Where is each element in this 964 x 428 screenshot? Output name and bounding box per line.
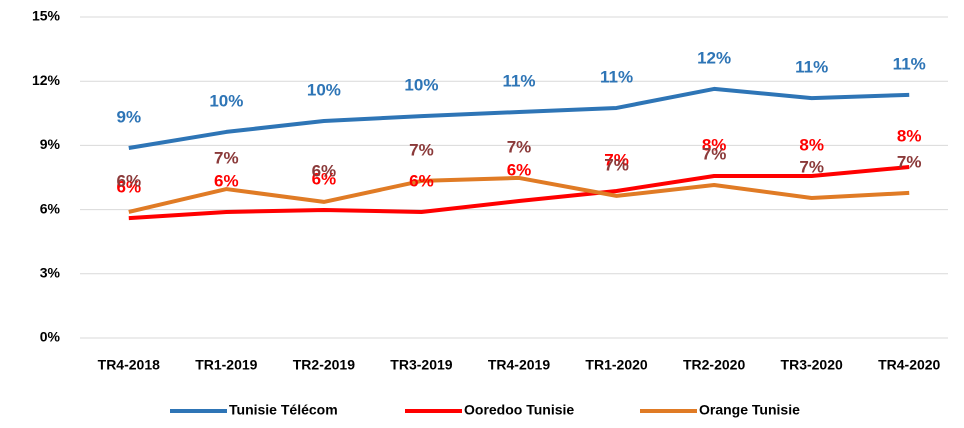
data-label: 8% bbox=[897, 126, 922, 145]
data-label: 11% bbox=[502, 72, 535, 91]
data-label: 9% bbox=[116, 107, 141, 126]
x-tick-label: TR4-2020 bbox=[878, 357, 940, 373]
series-line bbox=[128, 86, 910, 150]
data-label: 6% bbox=[409, 171, 434, 190]
data-label: 10% bbox=[209, 91, 243, 110]
data-label: 6% bbox=[312, 170, 337, 189]
x-tick-label: TR1-2020 bbox=[585, 357, 647, 373]
y-tick-label: 9% bbox=[40, 136, 61, 152]
data-label: 6% bbox=[214, 171, 239, 190]
x-tick-label: TR2-2020 bbox=[683, 357, 745, 373]
y-tick-label: 12% bbox=[32, 72, 61, 88]
data-label: 10% bbox=[307, 80, 341, 99]
y-tick-label: 15% bbox=[32, 8, 61, 24]
data-label: 7% bbox=[409, 140, 434, 159]
y-tick-label: 6% bbox=[40, 200, 61, 216]
x-tick-label: TR1-2019 bbox=[195, 357, 257, 373]
data-label: 8% bbox=[702, 135, 727, 154]
x-tick-label: TR3-2020 bbox=[781, 357, 843, 373]
data-label: 6% bbox=[116, 178, 141, 197]
legend-label: Tunisie Télécom bbox=[229, 402, 338, 418]
data-label: 8% bbox=[799, 135, 824, 154]
x-tick-label: TR4-2019 bbox=[488, 357, 550, 373]
data-label: 12% bbox=[697, 48, 731, 67]
data-label: 7% bbox=[214, 149, 239, 168]
data-label: 7% bbox=[702, 144, 727, 163]
legend-label: Orange Tunisie bbox=[699, 402, 800, 418]
data-label: 11% bbox=[600, 67, 633, 86]
data-label: 7% bbox=[604, 150, 629, 169]
data-label: 6% bbox=[312, 161, 337, 180]
data-label: 7% bbox=[604, 155, 629, 174]
data-label: 7% bbox=[799, 158, 824, 177]
y-tick-label: 3% bbox=[40, 265, 61, 281]
legend-label: Ooredoo Tunisie bbox=[464, 402, 574, 418]
x-tick-label: TR4-2018 bbox=[98, 357, 160, 373]
data-label: 11% bbox=[795, 58, 828, 77]
x-tick-label: TR2-2019 bbox=[293, 357, 355, 373]
series-line bbox=[128, 165, 910, 221]
data-label: 7% bbox=[507, 137, 532, 156]
series-line bbox=[128, 175, 910, 214]
y-tick-label: 0% bbox=[40, 329, 61, 345]
data-label: 7% bbox=[897, 152, 922, 171]
data-label: 6% bbox=[116, 171, 141, 190]
x-tick-label: TR3-2019 bbox=[390, 357, 452, 373]
data-label: 10% bbox=[404, 76, 438, 95]
data-label: 6% bbox=[507, 161, 532, 180]
data-label: 11% bbox=[893, 54, 926, 73]
